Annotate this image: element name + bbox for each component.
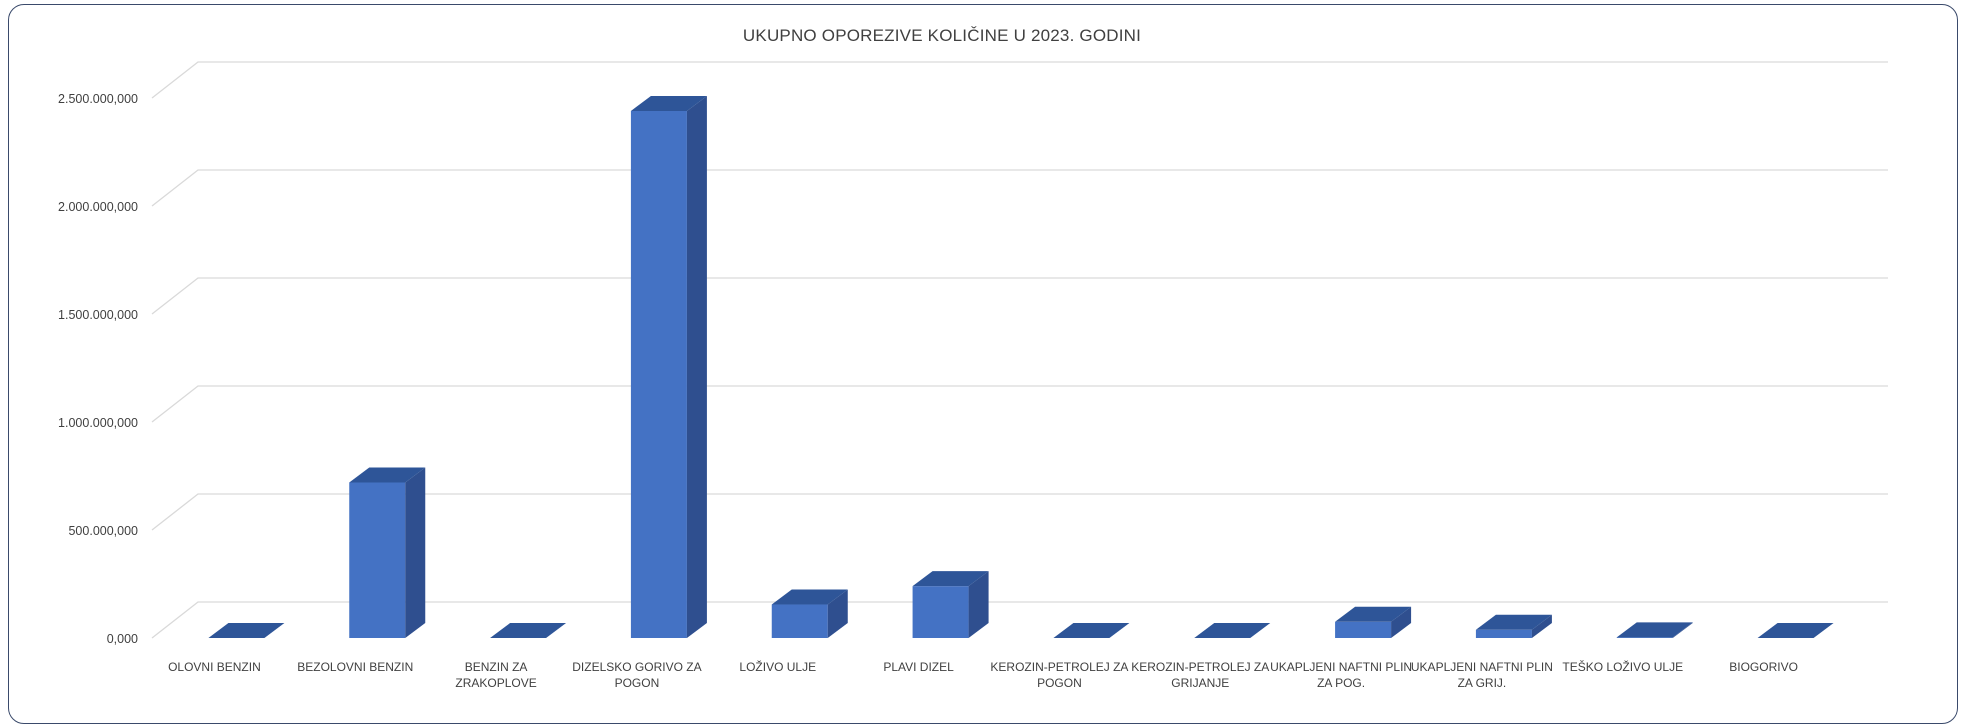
x-tick-label: PLAVI DIZEL (883, 660, 954, 674)
bar-top (1475, 614, 1552, 630)
bar-side (1672, 622, 1693, 638)
x-tick-label: UKAPLJENI NAFTNI PLIN ZA GRIJ. (1411, 660, 1553, 690)
x-axis-category-labels: OLOVNI BENZIN BEZOLOVNI BENZIN BENZIN ZA ZR… (168, 659, 1798, 690)
x-tick-label-line: ZRAKOPLOVE (455, 676, 536, 690)
x-tick-label-line: BENZIN ZA (465, 660, 528, 674)
bar-side (968, 571, 989, 638)
x-tick-label: LOŽIVO ULJE (739, 659, 816, 674)
bar-top (490, 623, 567, 638)
gridline (151, 61, 1888, 99)
x-tick-label-line: POGON (1037, 676, 1082, 690)
bar-side (1391, 606, 1412, 638)
x-tick-label: OLOVNI BENZIN (168, 660, 261, 674)
bar (1757, 623, 1834, 638)
bar-top (1335, 606, 1412, 622)
bar-side (405, 467, 426, 638)
y-tick-label: 500.000,000 (68, 524, 138, 538)
gridline (151, 385, 1888, 423)
bar-front (912, 586, 969, 638)
x-tick-label-line: BEZOLOVNI BENZIN (297, 660, 413, 674)
bar-top (1616, 622, 1693, 638)
gridline (151, 169, 1888, 207)
bar-side (827, 589, 848, 638)
y-tick-label: 2.000.000,000 (58, 200, 138, 214)
x-tick-label: BIOGORIVO (1729, 660, 1798, 674)
chart-title: UKUPNO OPOREZIVE KOLIČINE U 2023. GODINI (742, 26, 1142, 45)
x-tick-label: BENZIN ZA ZRAKOPLOVE (455, 660, 536, 690)
bar-front (1475, 629, 1532, 638)
y-tick-label: 2.500.000,000 (58, 92, 138, 106)
bar (912, 571, 989, 638)
y-tick-label: 0,000 (107, 632, 138, 646)
bars (208, 95, 1834, 638)
bar-front (349, 482, 406, 638)
bar (1616, 622, 1693, 638)
x-tick-label-line: UKAPLJENI NAFTNI PLIN (1411, 660, 1553, 674)
y-axis-tick-labels: 0,000 500.000,000 1.000.000,000 1.500.000,0… (58, 92, 138, 646)
bar-top (912, 571, 989, 587)
x-tick-label-line: UKAPLJENI NAFTNI PLIN (1270, 660, 1412, 674)
x-tick-label: BEZOLOVNI BENZIN (297, 660, 413, 674)
x-tick-label: TEŠKO LOŽIVO ULJE (1562, 659, 1683, 674)
bar-chart: 0,000 500.000,000 1.000.000,000 1.500.000,0… (58, 61, 1888, 690)
bar-front (630, 110, 687, 638)
bar (630, 95, 707, 638)
x-tick-label-line: DIZELSKO GORIVO ZA (572, 660, 701, 674)
bar (771, 589, 848, 638)
x-tick-label-line: BIOGORIVO (1729, 660, 1798, 674)
x-tick-label-line: KEROZIN-PETROLEJ ZA (990, 660, 1128, 674)
x-tick-label-line: POGON (615, 676, 660, 690)
bar-front (1335, 621, 1392, 638)
bar-front (1616, 637, 1673, 638)
y-tick-label: 1.500.000,000 (58, 308, 138, 322)
bar-top (771, 589, 848, 605)
x-tick-label-line: LOŽIVO ULJE (739, 659, 816, 674)
bar-top (1757, 623, 1834, 638)
y-tick-label: 1.000.000,000 (58, 416, 138, 430)
bar-top (630, 95, 707, 111)
bar-top (208, 623, 285, 638)
bar (1053, 623, 1130, 638)
bar (1194, 623, 1271, 638)
bar (490, 623, 567, 638)
gridline (151, 601, 1888, 639)
x-tick-label: DIZELSKO GORIVO ZA POGON (572, 660, 701, 690)
gridline (151, 493, 1888, 531)
bar-side (686, 95, 707, 638)
x-tick-label-line: KEROZIN-PETROLEJ ZA (1131, 660, 1269, 674)
bar (1475, 614, 1552, 638)
x-tick-label-line: PLAVI DIZEL (883, 660, 954, 674)
x-tick-label-line: GRIJANJE (1171, 676, 1229, 690)
bar-top (349, 467, 426, 483)
x-tick-label: KEROZIN-PETROLEJ ZA POGON (990, 660, 1128, 690)
gridlines (151, 61, 1888, 639)
bar (349, 467, 426, 638)
x-tick-label-line: ZA POG. (1317, 676, 1365, 690)
bar (208, 623, 285, 638)
bar-side (1531, 614, 1552, 638)
x-tick-label-line: ZA GRIJ. (1458, 676, 1507, 690)
bar-front (771, 604, 828, 638)
x-tick-label: UKAPLJENI NAFTNI PLIN ZA POG. (1270, 660, 1412, 690)
bar (1335, 606, 1412, 638)
bar-top (1194, 623, 1271, 638)
gridline (151, 277, 1888, 315)
x-tick-label: KEROZIN-PETROLEJ ZA GRIJANJE (1131, 660, 1269, 690)
x-tick-label-line: OLOVNI BENZIN (168, 660, 261, 674)
x-tick-label-line: TEŠKO LOŽIVO ULJE (1562, 659, 1683, 674)
bar-top (1053, 623, 1130, 638)
